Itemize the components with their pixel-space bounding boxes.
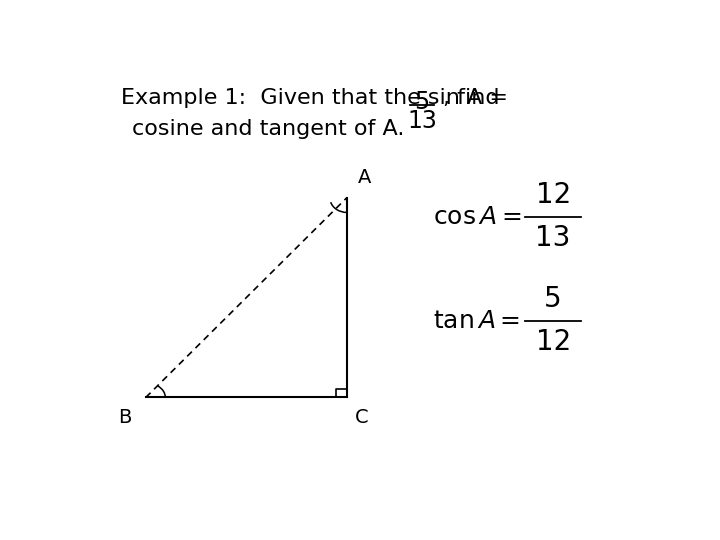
Text: 13: 13 [407, 109, 437, 133]
Text: C: C [355, 408, 369, 427]
Text: cosine and tangent of A.: cosine and tangent of A. [132, 119, 404, 139]
Text: Example 1:  Given that the sin A =: Example 1: Given that the sin A = [121, 87, 515, 107]
Text: A: A [358, 168, 372, 187]
Text: $\tan A =$: $\tan A =$ [433, 308, 521, 333]
Text: 5: 5 [544, 285, 562, 313]
Text: 5: 5 [415, 90, 430, 114]
Text: , find: , find [444, 87, 500, 107]
Text: 13: 13 [536, 224, 571, 252]
Text: 12: 12 [536, 181, 571, 209]
Text: B: B [119, 408, 132, 427]
Text: 12: 12 [536, 328, 571, 356]
Text: $\cos A =$: $\cos A =$ [433, 205, 521, 228]
